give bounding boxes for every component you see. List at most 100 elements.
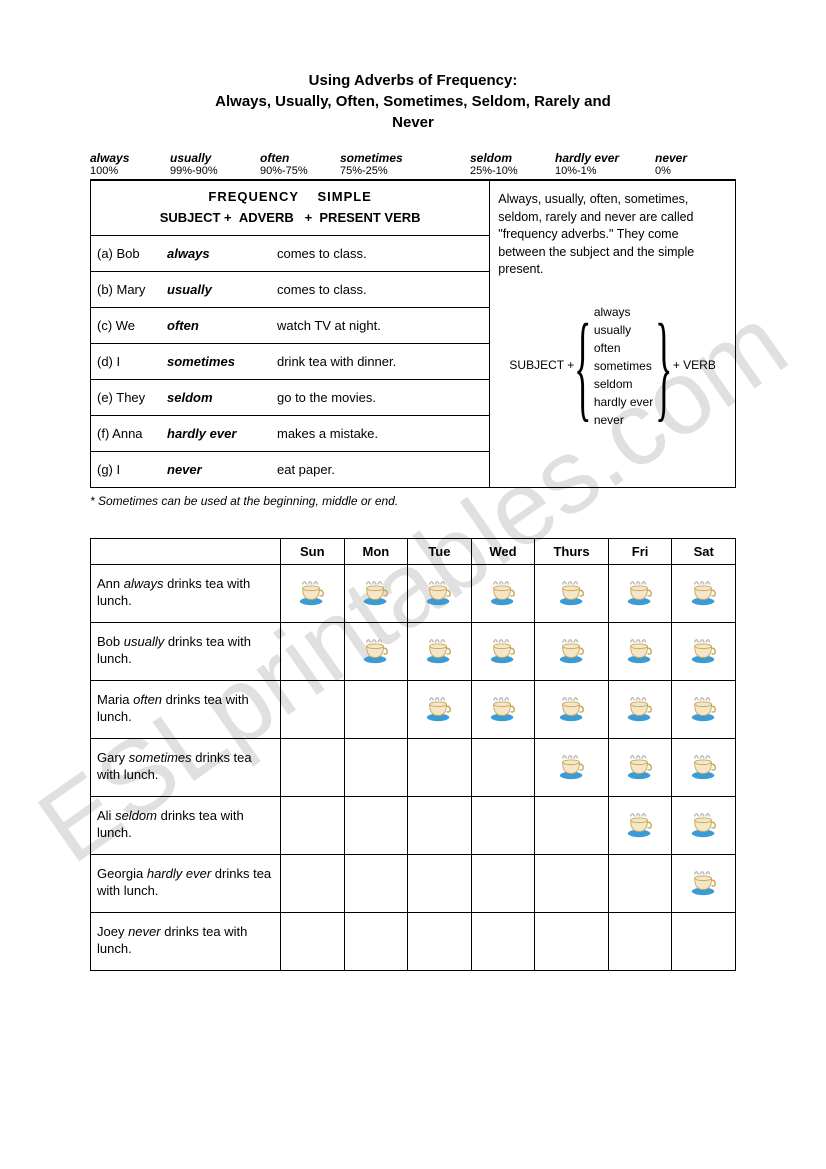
scale-pct: 25%-10% — [470, 165, 555, 177]
week-head-day: Sun — [281, 538, 345, 564]
day-cell — [408, 854, 472, 912]
sentence-pre: Georgia — [97, 866, 147, 881]
scale-pct: 100% — [90, 165, 170, 177]
tea-icon — [625, 751, 655, 781]
day-cell — [535, 738, 609, 796]
tea-icon — [689, 693, 719, 723]
scale-adv: seldom — [470, 151, 555, 165]
day-cell — [344, 796, 408, 854]
adverb-list-item: usually — [594, 321, 653, 339]
sentence-cell: Georgia hardly ever drinks tea with lunc… — [91, 854, 281, 912]
example-row: (c) Weoftenwatch TV at night. — [91, 308, 489, 344]
day-cell — [408, 912, 472, 970]
week-head-blank — [91, 538, 281, 564]
title-line-1: Using Adverbs of Frequency: — [309, 72, 518, 89]
sentence-adverb: often — [133, 692, 162, 707]
example-rest: comes to class. — [277, 246, 483, 261]
sentence-pre: Gary — [97, 750, 129, 765]
scale-col-4: seldom25%-10% — [470, 151, 555, 177]
example-adverb: sometimes — [167, 354, 277, 369]
example-row: (e) Theyseldomgo to the movies. — [91, 380, 489, 416]
tea-icon — [689, 809, 719, 839]
table-row: Ali seldom drinks tea with lunch. — [91, 796, 736, 854]
scale-col-0: always100% — [90, 151, 170, 177]
day-cell — [408, 564, 472, 622]
footnote: * Sometimes can be used at the beginning… — [90, 494, 736, 508]
day-cell — [471, 738, 535, 796]
example-adverb: often — [167, 318, 277, 333]
example-row: (f) Annahardly evermakes a mistake. — [91, 416, 489, 452]
day-cell — [281, 738, 345, 796]
day-cell — [471, 796, 535, 854]
table-row: Gary sometimes drinks tea with lunch. — [91, 738, 736, 796]
day-cell — [672, 564, 736, 622]
example-label: (e) They — [97, 390, 167, 405]
table-row: Ann always drinks tea with lunch. — [91, 564, 736, 622]
sentence-pre: Ann — [97, 576, 124, 591]
day-cell — [535, 796, 609, 854]
day-cell — [535, 912, 609, 970]
explanation-column: Always, usually, often, sometimes, seldo… — [490, 181, 735, 487]
struct-right: + VERB — [673, 357, 716, 374]
tea-icon — [361, 577, 391, 607]
scale-pct: 90%-75% — [260, 165, 340, 177]
day-cell — [281, 622, 345, 680]
sentence-adverb: usually — [124, 634, 164, 649]
struct-left: SUBJECT + — [509, 357, 574, 374]
day-cell — [471, 912, 535, 970]
scale-pct: 10%-1% — [555, 165, 655, 177]
table-row: Bob usually drinks tea with lunch. — [91, 622, 736, 680]
day-cell — [344, 622, 408, 680]
title-line-3: Never — [392, 114, 434, 131]
day-cell — [408, 680, 472, 738]
week-head-day: Wed — [471, 538, 535, 564]
day-cell — [672, 622, 736, 680]
example-label: (b) Mary — [97, 282, 167, 297]
tea-icon — [361, 635, 391, 665]
example-row: (g) Inevereat paper. — [91, 452, 489, 487]
tea-icon — [488, 577, 518, 607]
scale-pct: 99%-90% — [170, 165, 260, 177]
day-cell — [608, 564, 672, 622]
day-cell — [672, 796, 736, 854]
example-rest: drink tea with dinner. — [277, 354, 483, 369]
adverb-list-item: hardly ever — [594, 393, 653, 411]
table-row: Joey never drinks tea with lunch. — [91, 912, 736, 970]
day-cell — [408, 738, 472, 796]
frequency-scale: always100%usually99%-90%often90%-75%some… — [90, 151, 736, 180]
sentence-cell: Ali seldom drinks tea with lunch. — [91, 796, 281, 854]
tea-icon — [625, 809, 655, 839]
example-rest: go to the movies. — [277, 390, 483, 405]
table-row: Georgia hardly ever drinks tea with lunc… — [91, 854, 736, 912]
sentence-pre: Bob — [97, 634, 124, 649]
sentence-adverb: never — [128, 924, 161, 939]
scale-col-6: never0% — [655, 151, 715, 177]
day-cell — [344, 680, 408, 738]
sentence-cell: Maria often drinks tea with lunch. — [91, 680, 281, 738]
tea-icon — [488, 693, 518, 723]
scale-pct: 0% — [655, 165, 715, 177]
day-cell — [535, 622, 609, 680]
sentence-adverb: always — [124, 576, 164, 591]
scale-adv: hardly ever — [555, 151, 655, 165]
adverb-list-item: seldom — [594, 375, 653, 393]
day-cell — [672, 854, 736, 912]
adverb-list-item: often — [594, 339, 653, 357]
day-cell — [281, 680, 345, 738]
scale-pct: 75%-25% — [340, 165, 470, 177]
brace-right-icon: } — [655, 318, 672, 414]
example-adverb: seldom — [167, 390, 277, 405]
day-cell — [471, 622, 535, 680]
sentence-adverb: hardly ever — [147, 866, 211, 881]
adverb-list-item: always — [594, 303, 653, 321]
week-head-day: Mon — [344, 538, 408, 564]
example-adverb: never — [167, 462, 277, 477]
day-cell — [672, 680, 736, 738]
day-cell — [535, 854, 609, 912]
day-cell — [608, 912, 672, 970]
example-rest: comes to class. — [277, 282, 483, 297]
scale-col-5: hardly ever10%-1% — [555, 151, 655, 177]
adverb-list-item: never — [594, 411, 653, 429]
scale-adv: often — [260, 151, 340, 165]
worksheet-page: Using Adverbs of Frequency: Always, Usua… — [0, 0, 826, 1011]
